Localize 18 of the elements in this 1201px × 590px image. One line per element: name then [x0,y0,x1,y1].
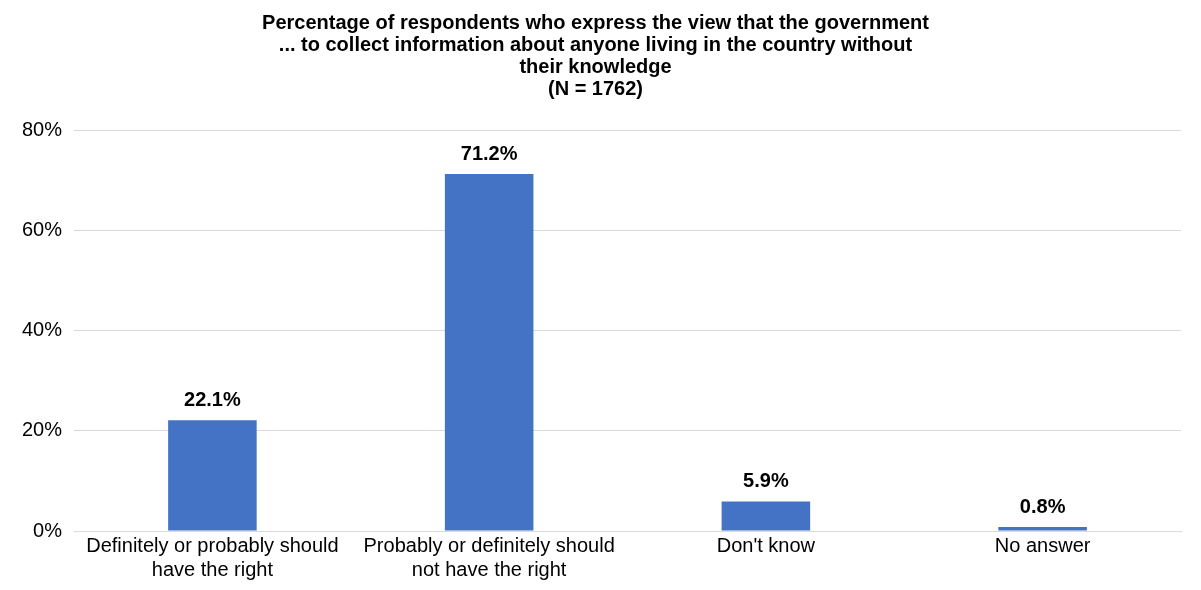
bar [998,526,1087,531]
y-tick-label: 60% [22,217,63,240]
x-tick-label: Probably or definitely should not have the right [363,533,615,580]
data-label: 0.8% [1019,494,1066,517]
x-tick-label: Definitely or probably should have the right [86,533,339,580]
bar [168,420,257,531]
data-label: 22.1% [184,387,241,410]
bar [444,174,534,531]
bar [721,501,811,531]
data-label: 71.2% [460,141,518,164]
x-tick-label: Don't know [716,533,816,556]
x-tick-label: No answer [994,533,1091,556]
y-tick-label: 20% [22,418,63,441]
y-tick-label: 40% [22,318,63,341]
chart-title: Percentage of respondents who express the view that the government ... to collect information about anyone living in the country without their knowledge (N = 1762) [262,10,930,99]
y-tick-label: 0% [33,518,63,541]
y-tick-label: 80% [22,117,63,140]
data-label: 5.9% [743,468,789,491]
